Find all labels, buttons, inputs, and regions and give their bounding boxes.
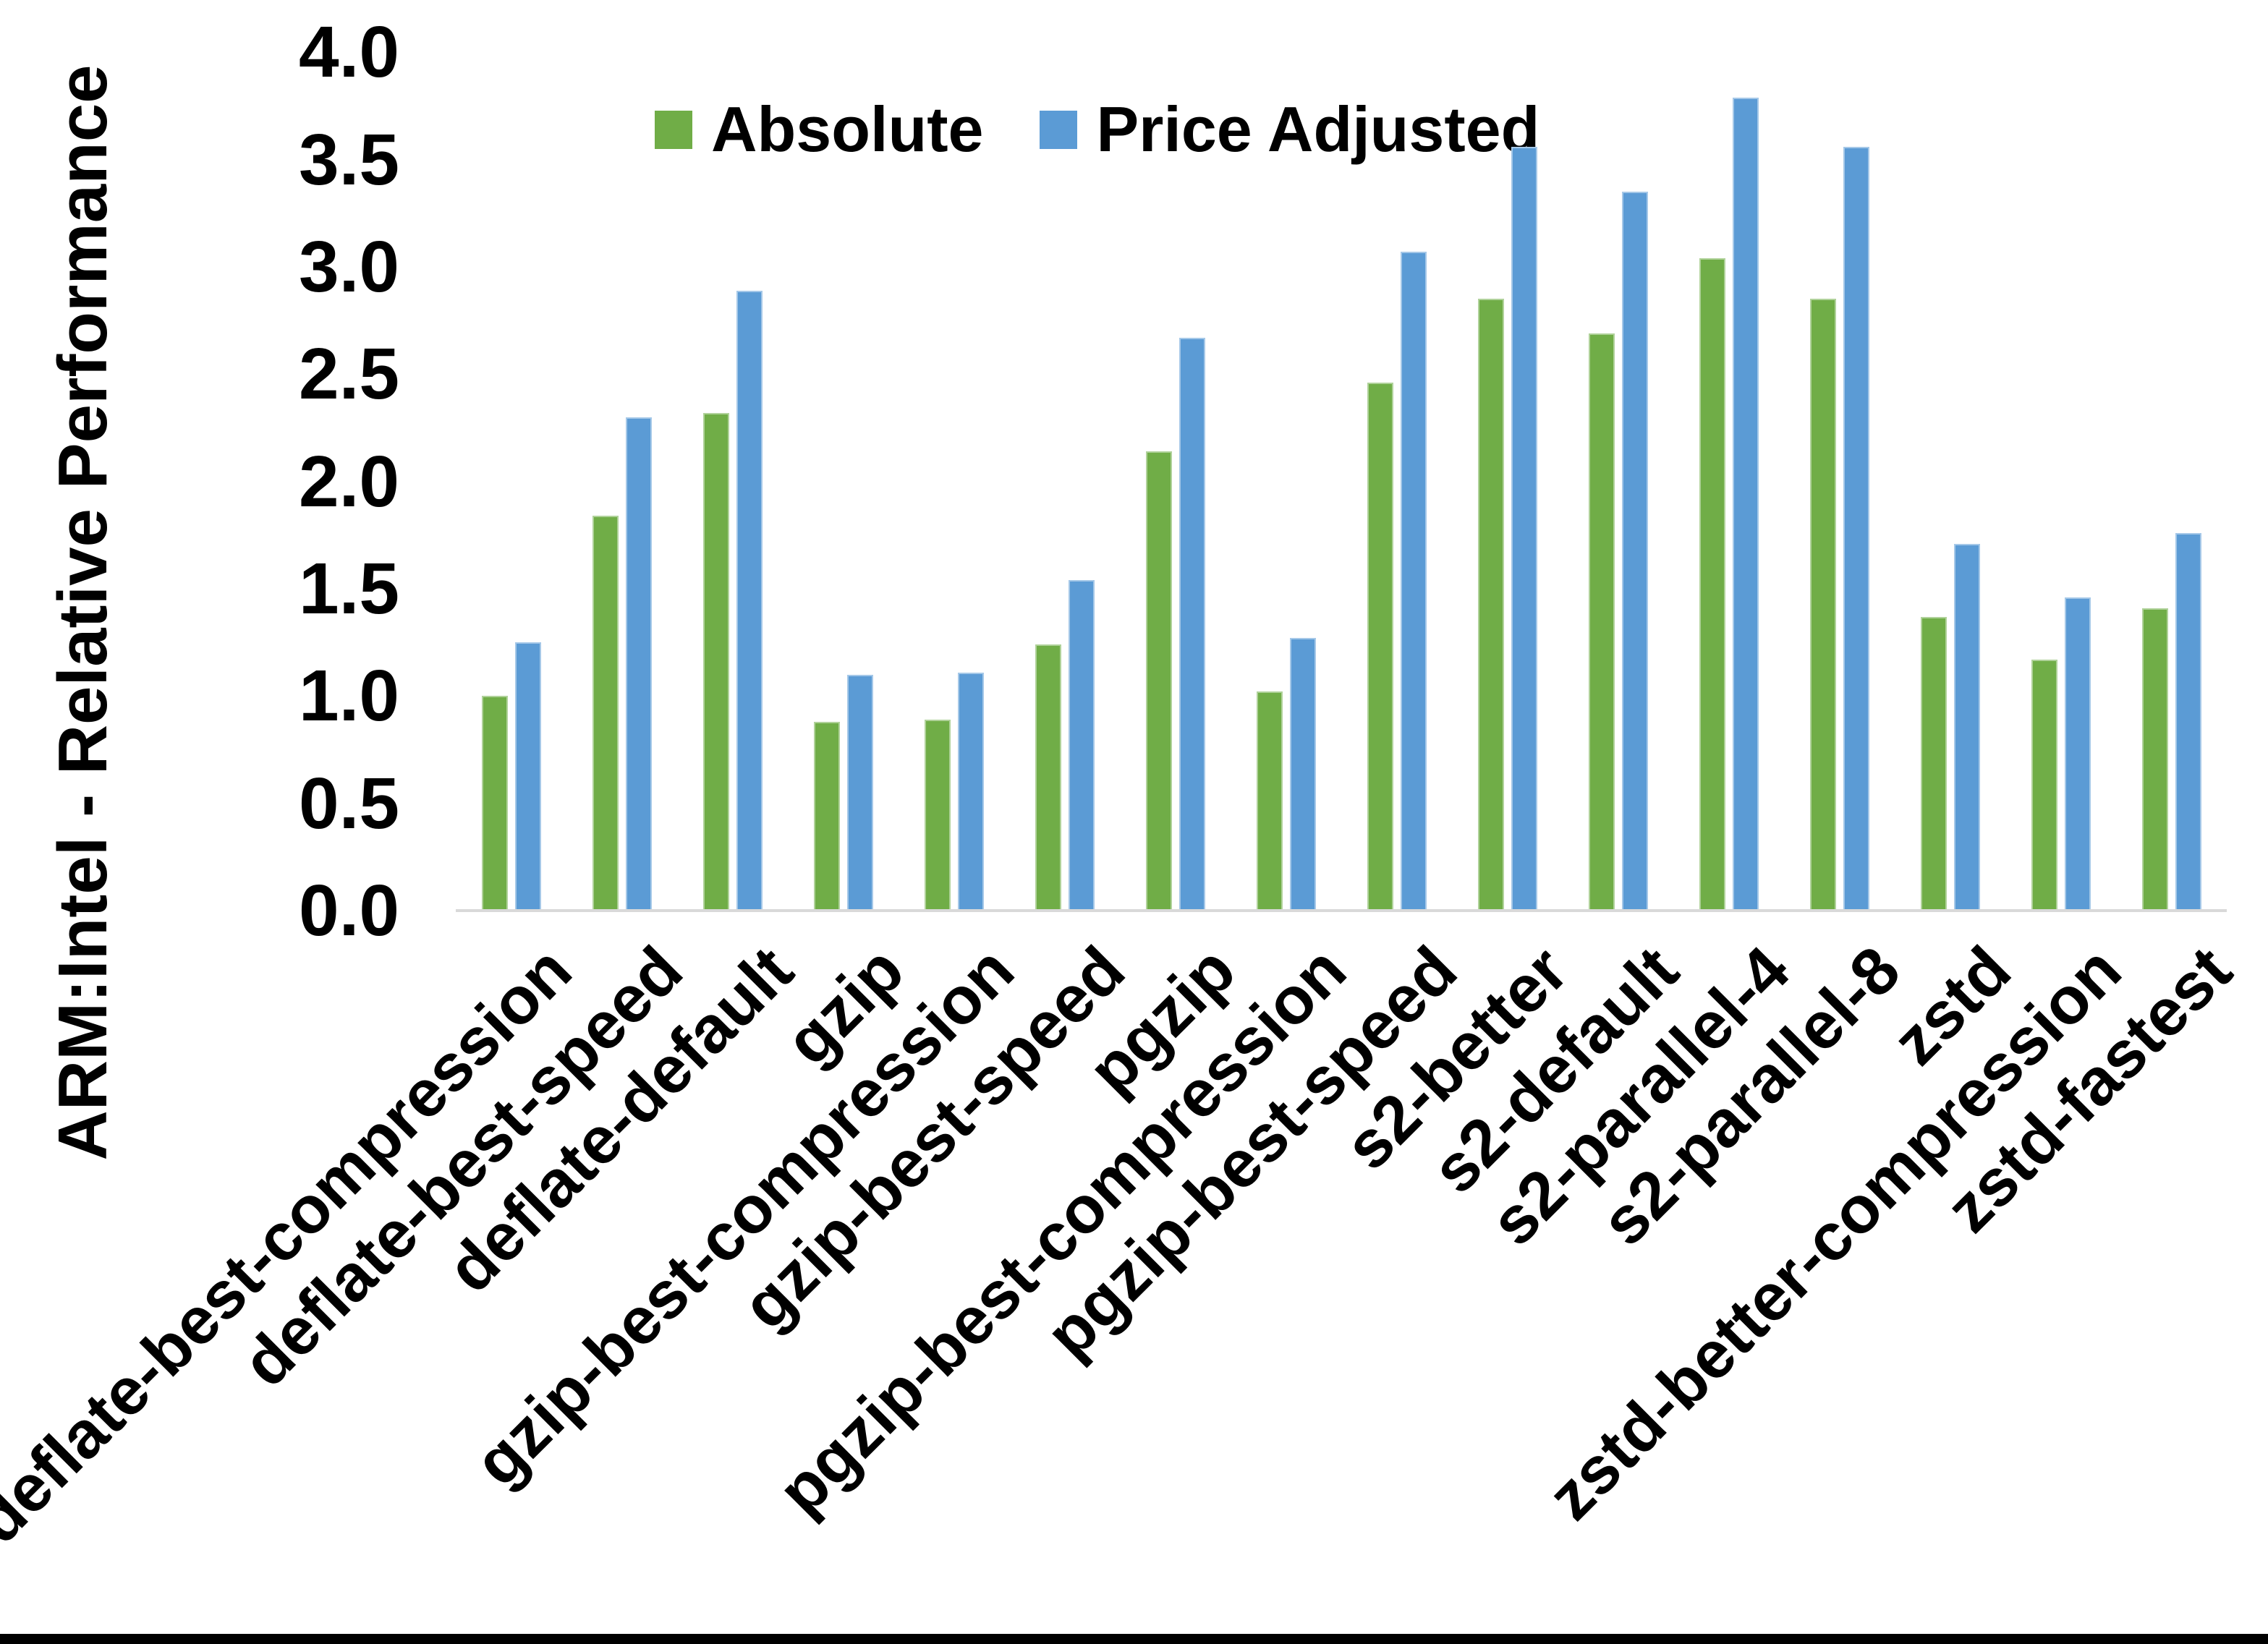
y-tick-label: 4.0 [298, 12, 399, 93]
bottom-border-bar [0, 1634, 2268, 1644]
y-tick-label: 0.0 [298, 870, 399, 951]
bar-price-adjusted [514, 642, 541, 911]
y-tick-label: 3.5 [298, 119, 399, 200]
bar-absolute [1367, 383, 1393, 911]
legend-item-absolute: Absolute [655, 93, 983, 166]
legend-label-absolute: Absolute [711, 93, 984, 165]
legend-swatch-price-adjusted-icon [1040, 110, 1078, 149]
y-tick-label: 0.5 [298, 762, 399, 844]
bar-absolute [1588, 333, 1615, 911]
bar-absolute [924, 719, 951, 911]
y-tick-label: 1.5 [298, 548, 399, 629]
bar-absolute [1035, 644, 1061, 911]
bar-price-adjusted [846, 674, 873, 911]
bar-price-adjusted [1843, 146, 1869, 911]
bar-price-adjusted [1511, 146, 1537, 911]
y-tick-label: 1.0 [298, 655, 399, 737]
legend-swatch-absolute-icon [655, 110, 692, 149]
bar-price-adjusted [1068, 580, 1095, 911]
bar-absolute [1920, 616, 1947, 911]
bar-price-adjusted [2175, 532, 2201, 911]
bar-absolute [702, 412, 729, 911]
bar-absolute [1809, 299, 1836, 911]
bar-price-adjusted [2064, 597, 2091, 911]
bar-price-adjusted [1400, 252, 1427, 911]
bar-absolute [2141, 608, 2168, 911]
bar-absolute [1699, 258, 1725, 911]
bar-absolute [1145, 451, 1172, 911]
bar-price-adjusted [1621, 192, 1648, 911]
bar-absolute [813, 721, 840, 911]
bar-absolute [2031, 659, 2057, 911]
x-axis-line [456, 909, 2227, 912]
legend: Absolute Price Adjusted [655, 93, 1539, 166]
bar-absolute [1256, 691, 1283, 911]
y-tick-label: 2.5 [298, 333, 399, 415]
bar-absolute [481, 696, 508, 911]
bar-price-adjusted [736, 290, 763, 911]
bar-absolute [1477, 299, 1504, 911]
bar-price-adjusted [625, 417, 652, 911]
bar-price-adjusted [1953, 543, 1980, 911]
bar-price-adjusted [1732, 97, 1759, 911]
bar-price-adjusted [957, 672, 984, 911]
y-tick-label: 2.0 [298, 440, 399, 522]
bar-absolute [592, 516, 619, 911]
bar-price-adjusted [1178, 337, 1205, 911]
legend-item-price-adjusted: Price Adjusted [1040, 93, 1539, 166]
y-tick-label: 3.0 [298, 226, 399, 307]
bar-price-adjusted [1289, 638, 1316, 911]
legend-label-price-adjusted: Price Adjusted [1096, 93, 1540, 165]
